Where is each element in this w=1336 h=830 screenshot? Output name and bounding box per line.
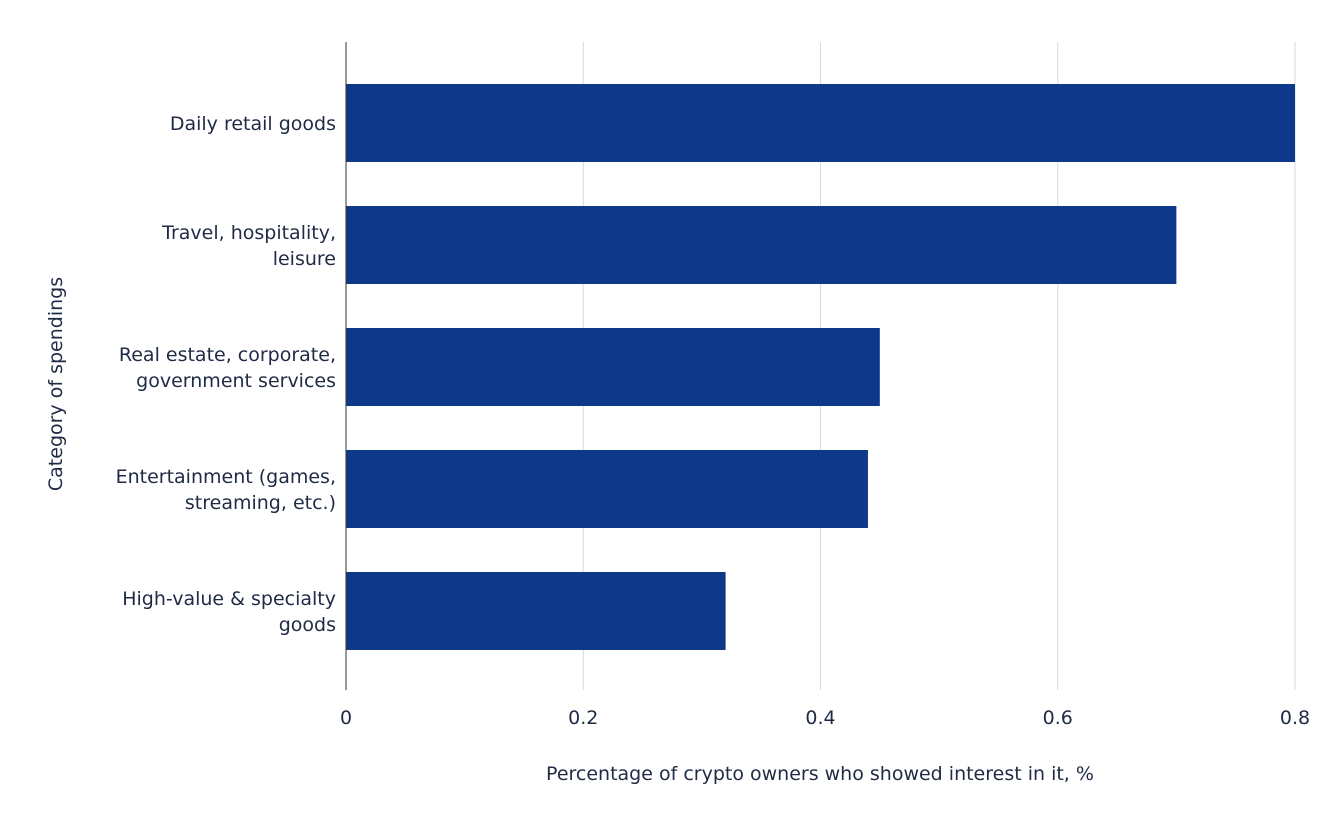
- category-labels: Daily retail goods Travel, hospitality, le…: [116, 113, 336, 636]
- category-label: Travel, hospitality, leisure: [161, 222, 336, 270]
- category-label: High-value & specialty goods: [122, 588, 336, 636]
- x-tick-label: 0.6: [1043, 707, 1073, 729]
- x-tick-label: 0.4: [805, 707, 835, 729]
- bar: [346, 206, 1177, 284]
- category-label: Daily retail goods: [170, 113, 336, 135]
- y-axis-title: Category of spendings: [45, 277, 67, 491]
- category-label: Real estate, corporate, government servic…: [119, 344, 336, 392]
- bar: [346, 450, 868, 528]
- bar: [346, 572, 726, 650]
- bar: [346, 84, 1295, 162]
- bar: [346, 328, 880, 406]
- x-tick-label: 0.2: [568, 707, 598, 729]
- x-axis-title: Percentage of crypto owners who showed i…: [546, 763, 1094, 785]
- x-tick-label: 0: [340, 707, 352, 729]
- category-label: Entertainment (games, streaming, etc.): [116, 466, 336, 514]
- x-tick-labels: 0 0.2 0.4 0.6 0.8: [340, 707, 1310, 729]
- x-tick-label: 0.8: [1280, 707, 1310, 729]
- bars: [346, 84, 1295, 650]
